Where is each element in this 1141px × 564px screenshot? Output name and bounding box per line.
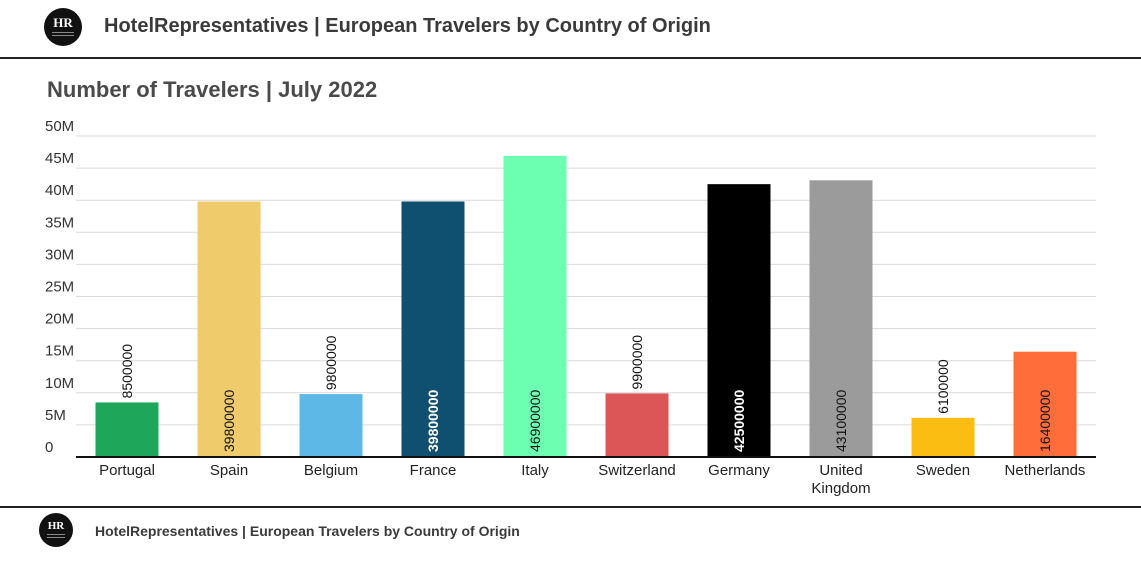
data-label: 39800000 <box>221 389 237 452</box>
y-tick-label: 5M <box>45 407 66 424</box>
bar-switzerland <box>605 393 669 457</box>
x-tick-label-line: Spain <box>210 462 248 479</box>
bar-spain <box>197 201 261 457</box>
data-label: 16400000 <box>1037 389 1053 452</box>
y-tick-label: 40M <box>45 182 74 199</box>
data-label: 43100000 <box>833 389 849 452</box>
y-tick-label: 15M <box>45 343 74 360</box>
y-tick-label: 35M <box>45 214 74 231</box>
data-label: 9800000 <box>323 335 339 390</box>
x-tick-label-line: United <box>819 462 862 479</box>
x-tick-label: Portugal <box>99 462 155 479</box>
bar-france <box>401 201 465 457</box>
x-tick-label: Belgium <box>304 462 358 479</box>
bar-chart: 0 5M 10M 15M 20M 25M 30M 35M 40M 45M 50M 8500000 Por… <box>45 118 1096 497</box>
y-tick-label: 50M <box>45 118 74 135</box>
x-tick-label-line: Netherlands <box>1005 462 1086 479</box>
x-tick-label-line: Kingdom <box>811 480 870 497</box>
x-tick-label: Switzerland <box>598 462 676 479</box>
bar-united-kingdom <box>809 180 873 457</box>
footer-hr-logo: HR <box>39 513 73 547</box>
bar-portugal <box>95 402 159 457</box>
y-tick-label: 45M <box>45 150 74 167</box>
footer-hr-logo-text: HR <box>47 520 65 532</box>
x-tick-label: France <box>410 462 457 479</box>
x-tick-label: Spain <box>210 462 248 479</box>
data-label: 42500000 <box>731 389 747 452</box>
top-divider <box>0 57 1141 59</box>
x-tick-label: Italy <box>521 462 549 479</box>
hr-logo-text: HR <box>53 15 73 30</box>
x-tick-label-line: Belgium <box>304 462 358 479</box>
y-tick-label: 30M <box>45 246 74 263</box>
x-tick-label: Germany <box>708 462 770 479</box>
y-tick-label: 25M <box>45 279 74 296</box>
x-tick-label-line: Switzerland <box>598 462 676 479</box>
chart-title: Number of Travelers | July 2022 <box>47 77 378 102</box>
data-label: 9900000 <box>629 335 645 390</box>
bar-sweden <box>911 417 975 457</box>
header-title: HotelRepresentatives | European Traveler… <box>104 15 711 37</box>
x-tick-label-line: Germany <box>708 462 770 479</box>
hr-logo: HR <box>44 8 82 46</box>
bottom-divider <box>0 506 1141 508</box>
bar-germany <box>707 184 771 457</box>
x-tick-label-line: Italy <box>521 462 549 479</box>
bar-netherlands <box>1013 351 1077 457</box>
x-tick-label-line: France <box>410 462 457 479</box>
hr-logo-underline <box>52 32 74 36</box>
y-tick-label: 20M <box>45 311 74 328</box>
data-label: 6100000 <box>935 359 951 414</box>
x-tick-label-line: Portugal <box>99 462 155 479</box>
header: HR HotelRepresentatives | European Trave… <box>0 0 1141 58</box>
x-tick-label: Netherlands <box>1005 462 1086 479</box>
data-label: 46900000 <box>527 389 543 452</box>
y-tick-label: 10M <box>45 375 74 392</box>
footer-title: HotelRepresentatives | European Traveler… <box>95 523 520 539</box>
bar-belgium <box>299 394 363 457</box>
bar-italy <box>503 155 567 457</box>
footer-hr-logo-underline <box>47 534 65 538</box>
x-tick-label: Sweden <box>916 462 970 479</box>
x-tick-label: United Kingdom <box>811 462 870 497</box>
data-label: 8500000 <box>119 344 135 399</box>
data-label: 39800000 <box>425 389 441 452</box>
y-tick-label: 0 <box>45 439 53 456</box>
x-tick-label-line: Sweden <box>916 462 970 479</box>
